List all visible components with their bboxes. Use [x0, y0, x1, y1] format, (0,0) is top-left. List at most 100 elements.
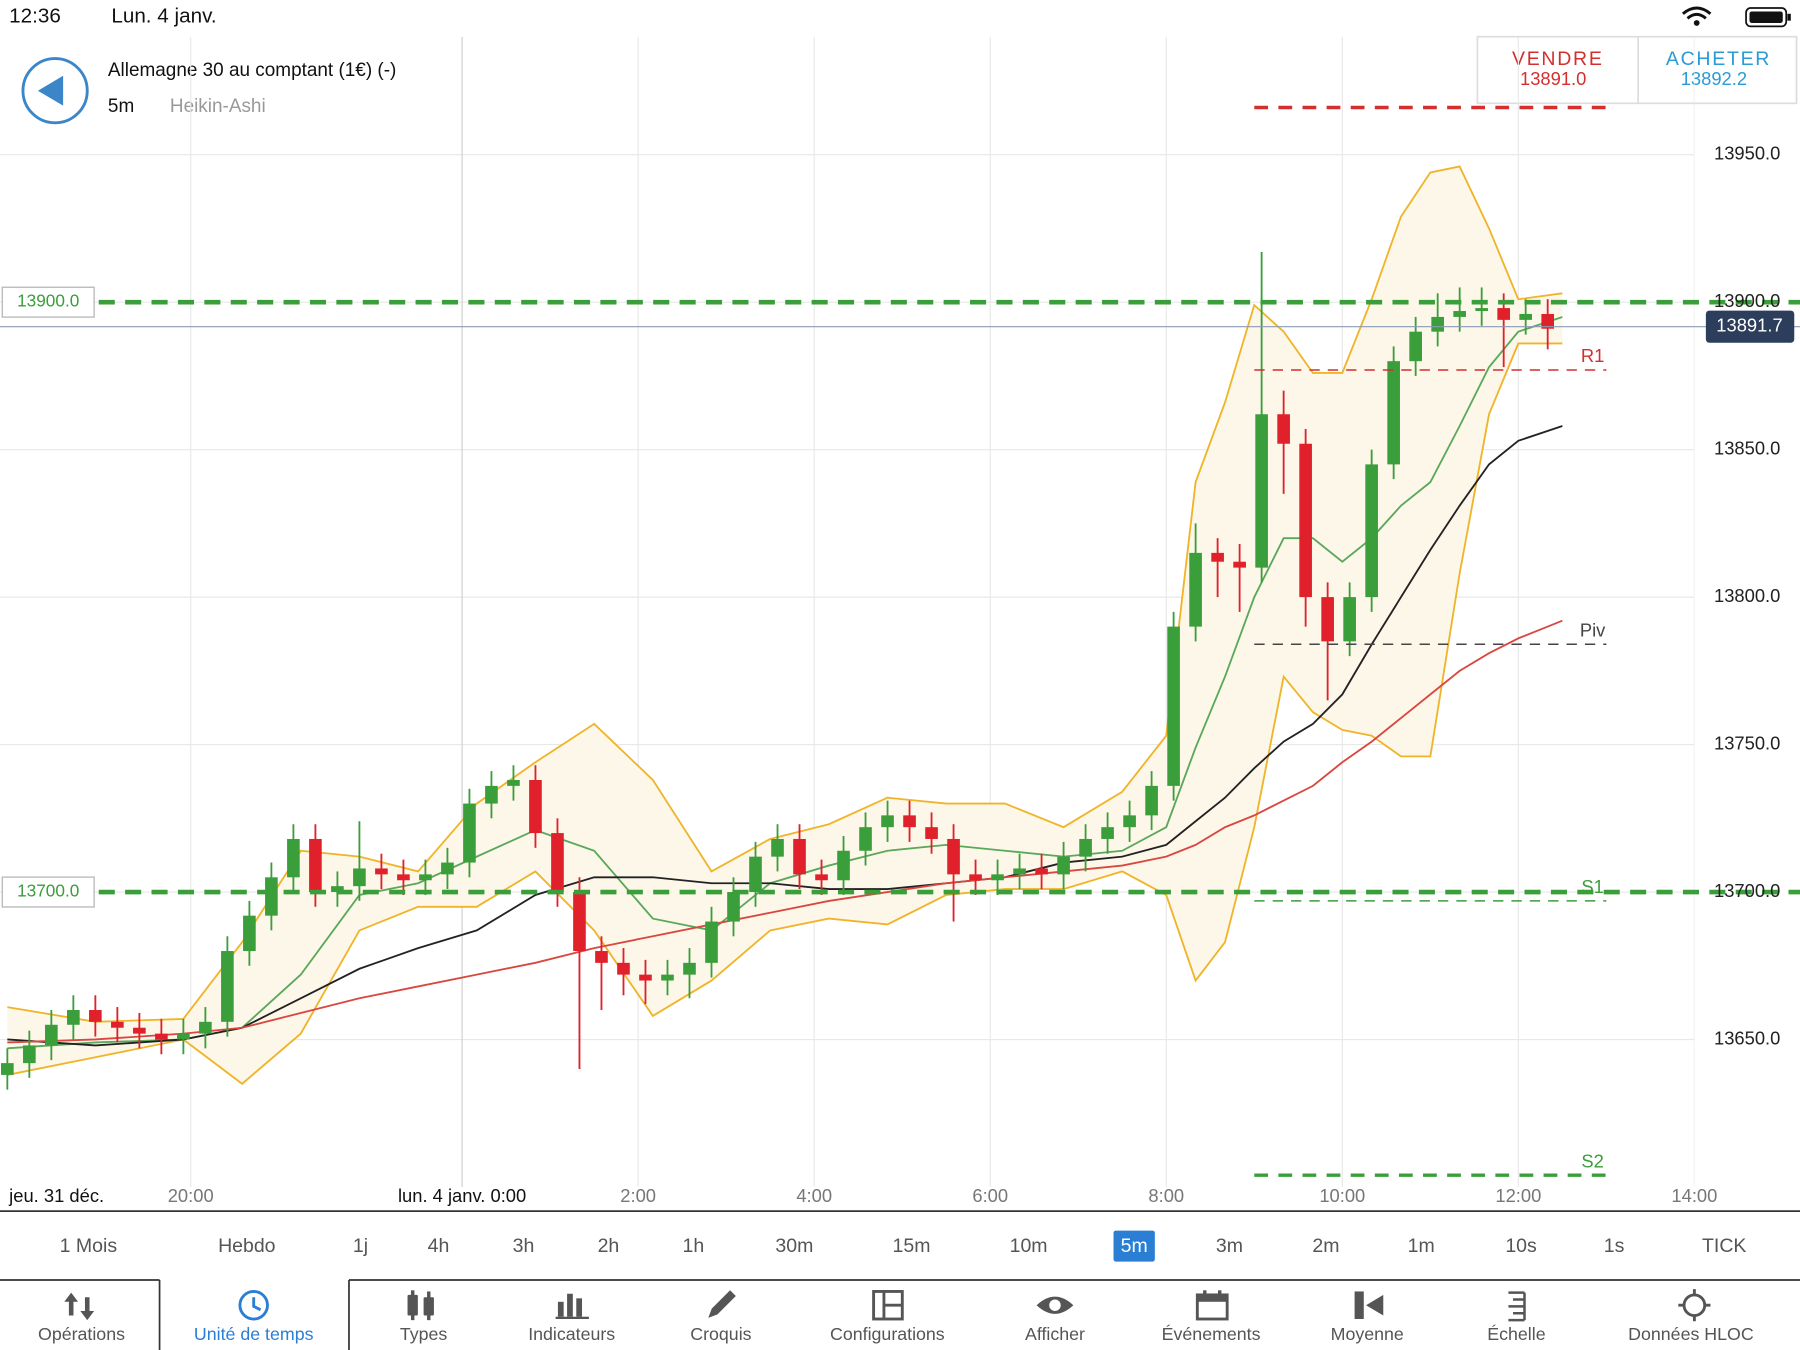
timeframe-button[interactable]: 30m [775, 1235, 813, 1257]
timeframe-label: 1j [353, 1235, 368, 1257]
toolbar-button[interactable]: Indicateurs [528, 1324, 615, 1344]
y-tick-label: 13650.0 [1714, 1027, 1780, 1048]
candle-body [969, 874, 982, 881]
candle-body [1079, 838, 1092, 857]
toolbar-button[interactable]: Unité de temps [194, 1324, 314, 1344]
timeframe-button[interactable]: 1m [1408, 1235, 1435, 1257]
toolbar-button[interactable]: Opérations [38, 1324, 125, 1344]
timeframe-button[interactable]: 10s [1505, 1235, 1537, 1257]
candle-body [749, 856, 762, 893]
candle-body [1167, 626, 1180, 786]
x-tick-bg [160, 1186, 221, 1210]
x-tick-label: 20:00 [168, 1185, 214, 1206]
timeframe-label: 2h [598, 1235, 620, 1257]
toolbar-label: Types [400, 1324, 448, 1344]
candle-body [705, 921, 718, 963]
instrument-title: Allemagne 30 au comptant (1€) (-) [108, 60, 396, 81]
candle-body [331, 886, 344, 893]
candle-body [793, 838, 806, 875]
timeframe-bar: 1 Mois Hebdo 1j 4h 3h 2h 1h 30m 15m 10m 5m 3m 2m 1m 10… [60, 1230, 1746, 1262]
timeframe-button[interactable]: 4h [428, 1235, 450, 1257]
x-tick: 10:00 [1312, 1185, 1373, 1210]
sell-label: VENDRE [1512, 48, 1604, 70]
indicator-line [7, 316, 1563, 1050]
timeframe-button[interactable]: Hebdo [218, 1235, 276, 1257]
toolbar-button[interactable]: Événements [1162, 1324, 1261, 1344]
candle-body [1189, 552, 1202, 627]
toolbar-button[interactable]: Configurations [830, 1324, 945, 1344]
toolbar-button[interactable]: Croquis [690, 1324, 751, 1344]
candle-body [1387, 361, 1400, 465]
timeframe-button[interactable]: 5m [1113, 1230, 1155, 1262]
x-tick: 6:00 [965, 1185, 1015, 1210]
indicator-line [7, 619, 1563, 1044]
timeframe-label: 5m [1121, 1235, 1148, 1257]
candle-body [1475, 308, 1488, 312]
candle-body [1431, 316, 1444, 332]
candle-body [1, 1063, 14, 1075]
back-button[interactable] [21, 57, 89, 125]
x-tick: 12:00 [1488, 1185, 1549, 1210]
timeframe-label: 1h [683, 1235, 705, 1257]
x-tick-label: 14:00 [1671, 1185, 1717, 1206]
candle-body [859, 827, 872, 851]
timeframe-button[interactable]: 15m [893, 1235, 931, 1257]
toolbar-button[interactable]: Afficher [1025, 1324, 1085, 1344]
candle-body [463, 803, 476, 863]
candle-body [111, 1021, 124, 1028]
x-start: jeu. 31 déc. [0, 1185, 115, 1210]
sell-price: 13891.0 [1520, 68, 1586, 89]
timeframe-label: 10m [1010, 1235, 1048, 1257]
candle-body [199, 1021, 212, 1034]
candle-body [265, 877, 278, 916]
price-level-box [1, 286, 95, 318]
toolbar-button[interactable]: Échelle [1487, 1324, 1545, 1344]
pivot-label: R1 [1581, 345, 1604, 366]
x-tick-bg [1664, 1186, 1725, 1210]
timeframe-label: 2m [1312, 1235, 1339, 1257]
toolbar-button[interactable]: Types [400, 1324, 448, 1344]
candle-body [419, 874, 432, 881]
toolbar-label: Opérations [38, 1324, 125, 1344]
timeframe-label: Hebdo [218, 1235, 276, 1257]
toolbar-button[interactable]: Données HLOC [1628, 1324, 1754, 1344]
chart-type: Heikin-Ashi [170, 96, 266, 117]
timeframe-button[interactable]: 2h [598, 1235, 620, 1257]
x-tick-label: lun. 4 janv. 0:00 [398, 1185, 526, 1206]
candle-body [551, 833, 564, 893]
timeframe-button[interactable]: 1 Mois [60, 1235, 118, 1257]
timeframe-button[interactable]: 10m [1010, 1235, 1048, 1257]
toolbar-button[interactable]: Moyenne [1331, 1324, 1404, 1344]
candle-body [1035, 868, 1048, 875]
toolbar-label: Événements [1162, 1324, 1261, 1344]
timeframe-button[interactable]: 2m [1312, 1235, 1339, 1257]
candle-body [221, 951, 234, 1022]
timeframe-button[interactable]: 1s [1604, 1235, 1625, 1257]
candle-body [1453, 311, 1466, 317]
candle-body [1343, 597, 1356, 642]
x-tick-bg [789, 1186, 839, 1210]
pivot-label: Piv [1580, 620, 1606, 641]
timeframe-button[interactable]: TICK [1702, 1235, 1746, 1257]
timeframe-button[interactable]: 3m [1216, 1235, 1243, 1257]
buy-button[interactable]: ACHETER 13892.2 [1666, 48, 1771, 89]
timeframe-button[interactable]: 1j [353, 1235, 368, 1257]
candle-body [155, 1033, 168, 1040]
sell-button[interactable]: VENDRE 13891.0 [1512, 48, 1604, 89]
toolbar-label: Échelle [1487, 1324, 1545, 1344]
candle-body [881, 815, 894, 828]
timeframe-button[interactable]: 1h [683, 1235, 705, 1257]
candle-body [1519, 313, 1532, 320]
x-tick-bg [1141, 1186, 1192, 1210]
timeframe-button[interactable]: 3h [513, 1235, 535, 1257]
candle-body [1101, 827, 1114, 839]
x-tick: lun. 4 janv. 0:00 [391, 1185, 534, 1210]
trade-box [1476, 35, 1798, 105]
candle-body [595, 951, 608, 963]
y-tick-label: 13750.0 [1714, 732, 1780, 753]
x-start-bg [0, 1186, 115, 1210]
buy-price: 13892.2 [1681, 68, 1747, 89]
timeframe-label: 3m [1216, 1235, 1243, 1257]
indicator-line [7, 165, 1563, 1023]
